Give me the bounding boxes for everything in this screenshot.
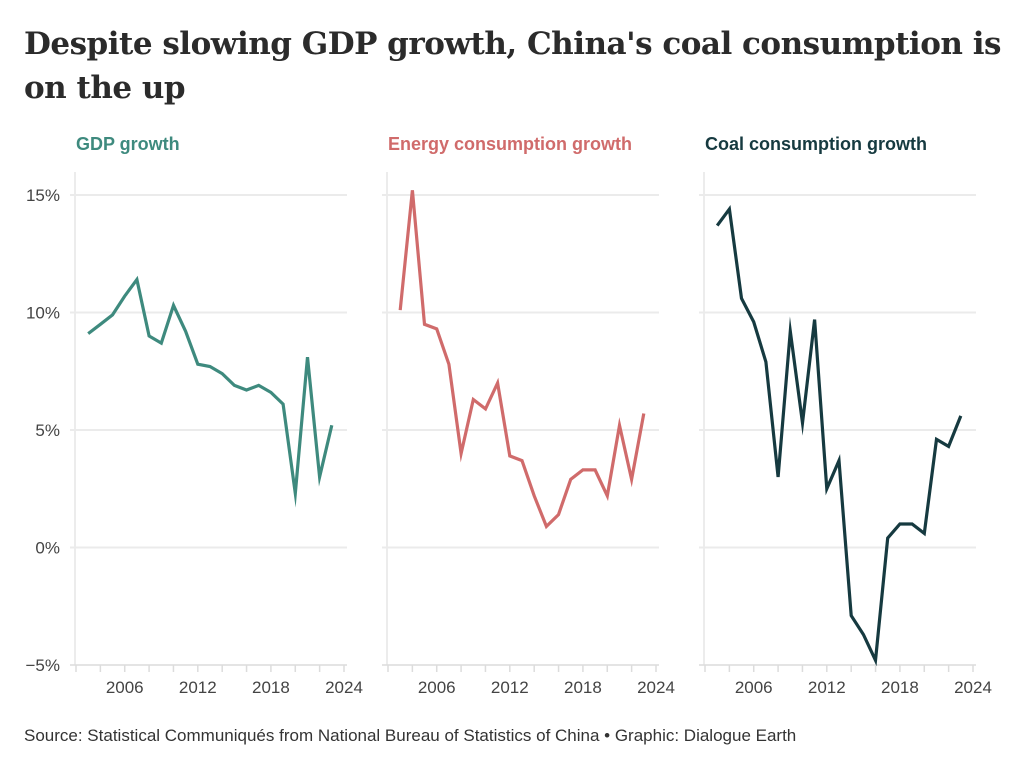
panel-title: Coal consumption growth: [705, 134, 927, 154]
x-tick-label: 2018: [881, 678, 919, 697]
panel-1: GDP growth −5% 0% 5% 10% 15% 2006 2012 2018 2024: [26, 134, 363, 697]
x-tick-label: 2024: [637, 678, 675, 697]
y-tick-label: −5%: [26, 656, 61, 675]
x-tick-label: 2024: [954, 678, 992, 697]
panel-title: GDP growth: [76, 134, 180, 154]
y-tick-label: 15%: [26, 186, 60, 205]
y-tick-label: 10%: [26, 304, 60, 323]
x-tick-label: 2024: [325, 678, 363, 697]
x-tick-label: 2012: [808, 678, 846, 697]
x-tick-label: 2012: [179, 678, 217, 697]
x-tick-label: 2006: [106, 678, 144, 697]
series-line: [87, 275, 334, 508]
chart-title: Despite slowing GDP growth, China's coal…: [24, 26, 1001, 106]
y-tick-label: 5%: [35, 421, 60, 440]
series-line: [398, 190, 646, 530]
series-line: [715, 204, 963, 667]
x-tick-label: 2006: [418, 678, 456, 697]
panel-title: Energy consumption growth: [388, 134, 632, 154]
x-tick-label: 2018: [252, 678, 290, 697]
x-tick-label: 2018: [564, 678, 602, 697]
source-note: Source: Statistical Communiqués from Nat…: [24, 726, 797, 745]
x-tick-label: 2012: [491, 678, 529, 697]
x-tick-label: 2006: [735, 678, 773, 697]
panel-3: Coal consumption growth 2006 2012 2018 2024: [699, 134, 992, 697]
panel-2: Energy consumption growth 2006 2012 2018 202…: [382, 134, 675, 697]
y-tick-label: 0%: [35, 539, 60, 558]
